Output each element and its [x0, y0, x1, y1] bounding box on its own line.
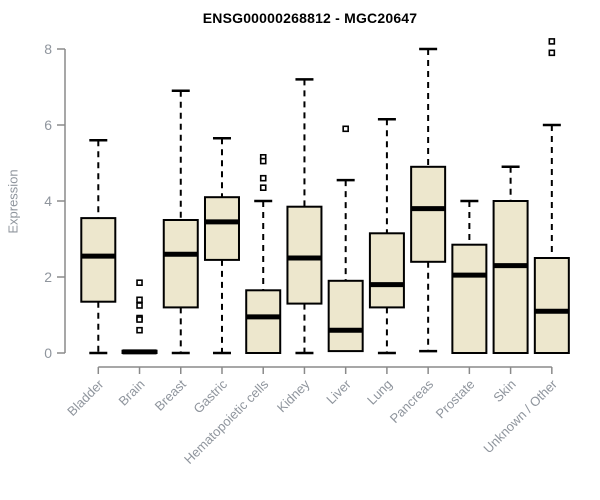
- outlier-brain: [136, 326, 143, 334]
- box-kidney: [286, 205, 323, 305]
- box-liver: [327, 279, 364, 353]
- x-tick-label-breast: Breast: [152, 376, 189, 413]
- outlier-unknown-other: [548, 38, 556, 45]
- outlier-brain: [136, 302, 143, 309]
- outlier-unknown-other: [548, 49, 556, 57]
- outlier-brain: [136, 296, 143, 304]
- outlier-hematopoietic-cells: [259, 184, 267, 191]
- y-tick-label: 6: [44, 117, 52, 133]
- chart-title: ENSG00000268812 - MGC20647: [202, 10, 418, 26]
- box-bladder: [80, 217, 117, 303]
- x-tick-label-brain: Brain: [116, 377, 148, 409]
- box-skin: [492, 200, 529, 354]
- box-pancreas: [410, 165, 447, 263]
- x-tick-label-skin: Skin: [490, 377, 518, 405]
- y-axis-title: Expression: [5, 169, 21, 234]
- y-tick-label: 0: [44, 345, 52, 361]
- x-tick-label-gastric: Gastric: [190, 376, 230, 416]
- outlier-brain: [136, 279, 143, 287]
- box-hematopoietic-cells: [245, 289, 282, 354]
- box-prostate: [451, 243, 488, 354]
- x-tick-label-kidney: Kidney: [274, 376, 313, 415]
- outlier-hematopoietic-cells: [259, 174, 267, 182]
- x-tick-label-bladder: Bladder: [64, 376, 107, 419]
- box-lung: [368, 232, 405, 309]
- y-tick-label: 2: [44, 269, 52, 285]
- y-tick-label: 8: [44, 41, 52, 57]
- x-tick-label-pancreas: Pancreas: [387, 376, 437, 426]
- y-tick-label: 4: [44, 193, 52, 209]
- outlier-brain: [136, 316, 143, 323]
- x-tick-label-prostate: Prostate: [433, 377, 478, 422]
- x-tick-label-liver: Liver: [323, 376, 354, 407]
- x-tick-label-lung: Lung: [364, 377, 395, 408]
- outlier-hematopoietic-cells: [259, 157, 267, 165]
- x-tick-label-unknown-other: Unknown / Other: [480, 376, 560, 456]
- box-gastric: [203, 196, 240, 261]
- box-breast: [162, 219, 199, 309]
- box-unknown-other: [533, 257, 570, 354]
- outlier-liver: [342, 125, 349, 133]
